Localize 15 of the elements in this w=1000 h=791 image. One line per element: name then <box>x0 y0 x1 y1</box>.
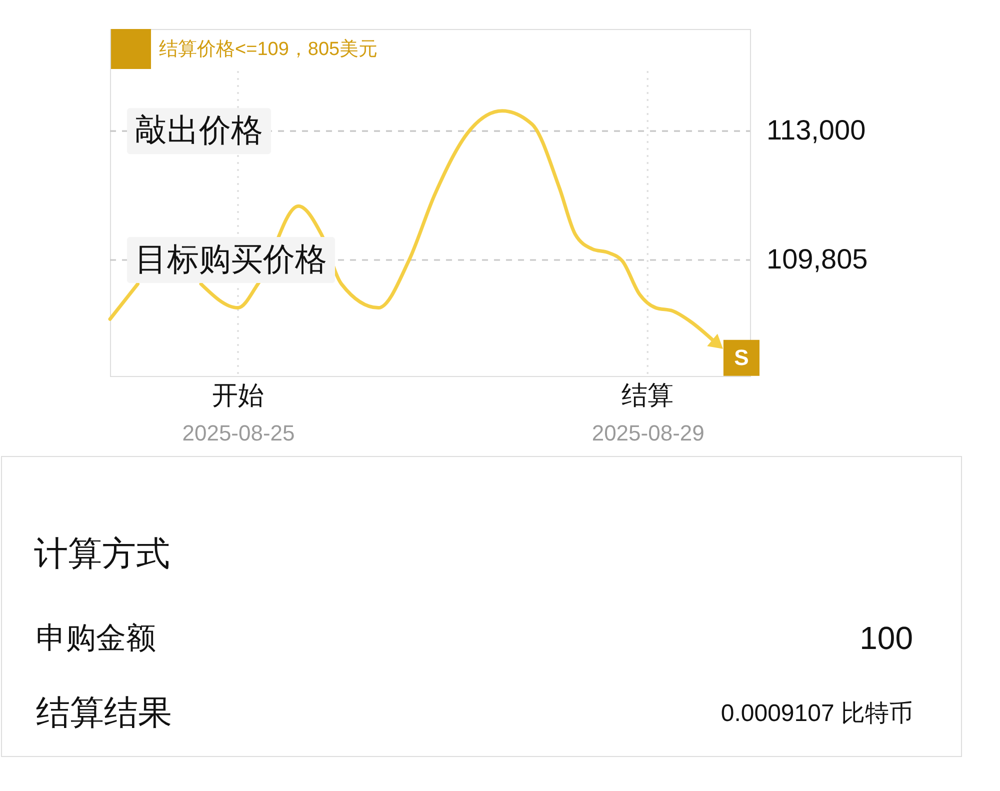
y-tick-label: 113,000 <box>766 114 866 146</box>
y-tick-label: 109,805 <box>766 243 868 274</box>
text: 0.0009107 比特币 <box>720 700 913 727</box>
ref-line-label: 开始 <box>212 380 264 410</box>
text: 申购金额 <box>36 622 156 655</box>
x-tick-label: 2025-08-29 <box>592 420 704 446</box>
legend-label: 结算价格<=109，805美元 <box>159 38 378 60</box>
x-tick-label: 2025-08-25 <box>182 420 295 446</box>
text: 结算结果 <box>36 694 172 732</box>
ref-line-label: 目标购买价格 <box>135 240 327 277</box>
text: 计算方式 <box>34 535 170 573</box>
text: 100 <box>860 620 913 656</box>
ref-line-label: 敲出价格 <box>135 112 263 148</box>
data-label: S <box>734 344 749 370</box>
ref-line-label: 结算 <box>622 380 674 410</box>
